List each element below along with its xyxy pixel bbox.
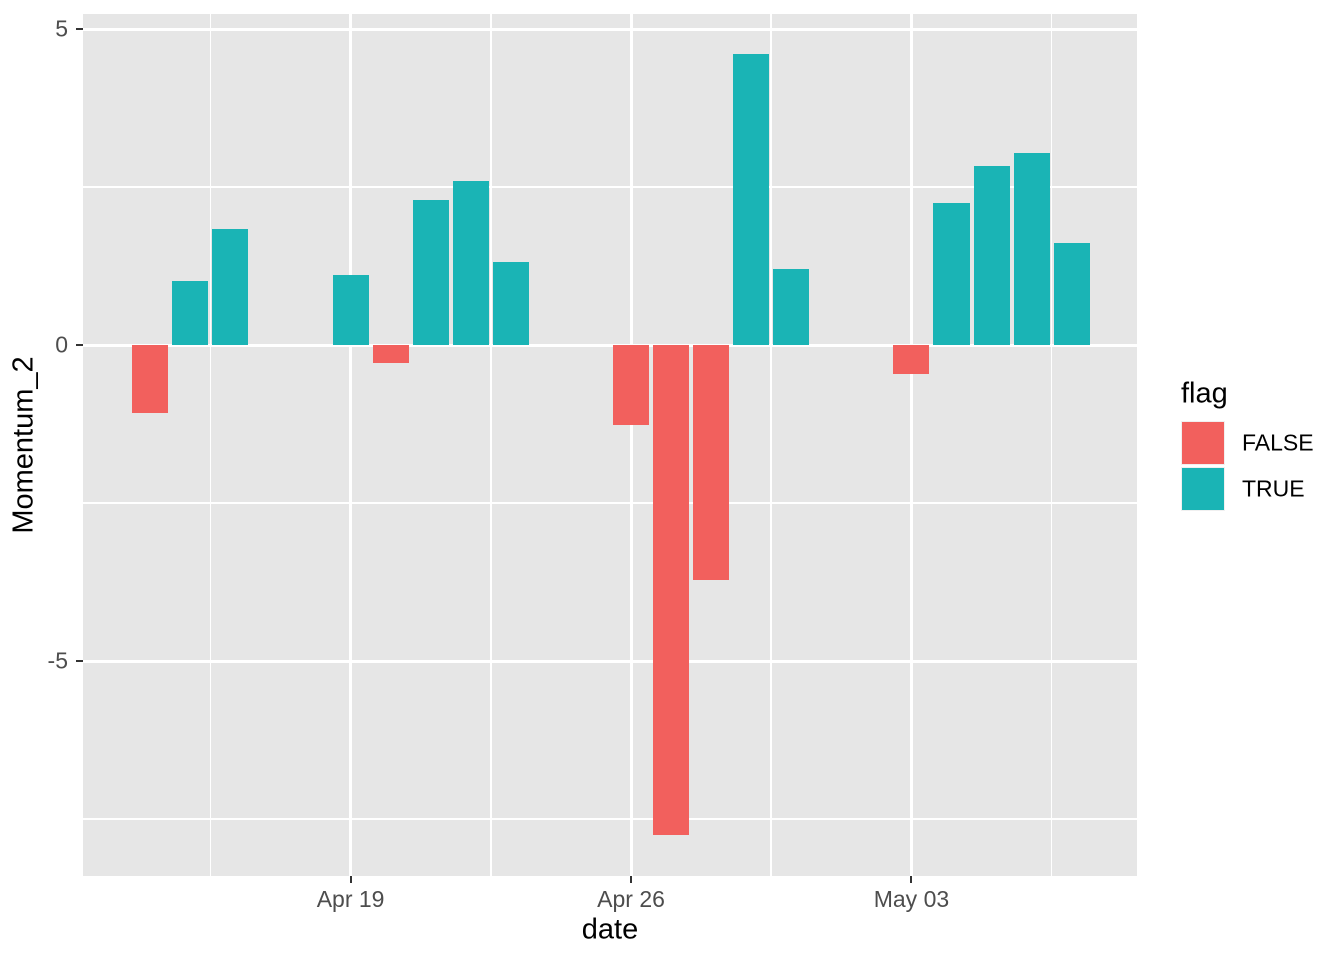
bar-apr-28 [693,345,730,581]
gridline-x-minor [770,14,772,876]
bar-apr-16 [212,228,249,346]
bar-may-05 [973,166,1010,346]
bar-may-07 [1053,242,1090,346]
bar-apr-26 [613,345,650,426]
plot-panel [83,14,1137,876]
gridline-x-major [629,14,633,876]
gridline-y-major [83,27,1137,31]
x-tick-label: May 03 [873,886,950,912]
bar-apr-30 [773,269,810,346]
bar-apr-19 [332,275,369,346]
legend-key-true [1181,467,1225,511]
x-tick-mark [630,876,633,883]
bar-apr-20 [372,345,409,363]
gridline-x-major [349,14,353,876]
gridline-x-minor [209,14,212,876]
x-tick-label: Apr 26 [597,886,665,912]
x-tick-mark [349,876,352,883]
bar-may-06 [1013,153,1050,346]
gridline-x-major [909,14,913,876]
x-tick-label: Apr 19 [316,886,385,912]
y-tick-label: 0 [55,331,68,358]
legend-key-false [1181,421,1225,465]
gridline-x-minor [1050,14,1053,876]
y-tick-mark [76,660,83,663]
y-tick-label: -5 [47,647,68,674]
y-tick-label: 5 [55,15,68,42]
gridline-y-major [83,659,1137,663]
legend-swatch-false [1182,422,1224,464]
legend-title: flag [1181,377,1228,410]
bar-apr-21 [412,200,449,346]
bar-apr-23 [492,262,529,346]
legend-label-true: TRUE [1242,475,1305,502]
bar-may-04 [933,202,970,346]
y-tick-mark [76,28,83,31]
y-axis-title: Momentum_2 [7,356,40,534]
bar-apr-14 [132,345,169,413]
bar-may-03 [893,345,930,374]
bar-apr-27 [653,345,690,835]
y-tick-mark [76,344,83,347]
gridline-y-minor [83,502,1137,504]
gridline-y-minor [83,186,1137,188]
x-tick-mark [910,876,913,883]
gridline-x-minor [490,14,492,876]
bar-apr-15 [172,281,209,346]
gridline-y-major [83,343,1137,347]
gridline-y-minor [83,818,1137,820]
legend-swatch-true [1182,468,1224,510]
bar-apr-29 [733,54,770,346]
x-axis-title: date [581,913,639,946]
legend-label-false: FALSE [1242,429,1314,456]
bar-apr-22 [452,180,489,346]
